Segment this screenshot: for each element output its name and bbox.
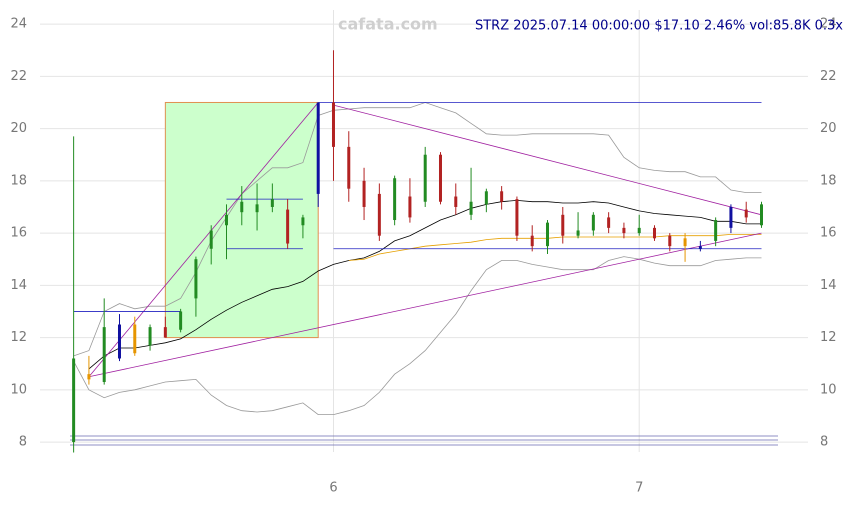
candle-body — [240, 201, 244, 213]
candle-body — [576, 230, 580, 236]
y-tick-label: 24 — [10, 17, 27, 32]
candle-body — [454, 196, 458, 207]
y-tick-label-right: 8 — [820, 435, 828, 450]
trend-line — [333, 104, 762, 216]
candle-body — [759, 204, 763, 226]
candle-body — [255, 204, 259, 213]
y-tick-label-right: 16 — [820, 226, 837, 241]
x-tick-label: 7 — [635, 481, 643, 496]
y-tick-label: 20 — [10, 121, 27, 136]
candle-body — [393, 178, 397, 221]
indicator-line — [88, 199, 762, 370]
candle-body — [622, 227, 626, 234]
candle-body — [515, 199, 519, 236]
indicator-line — [73, 256, 762, 415]
chart-title: STRZ 2025.07.14 00:00:00 $17.10 2.46% vo… — [475, 19, 843, 34]
y-tick-label-right: 20 — [820, 121, 837, 136]
candle-body — [316, 102, 320, 194]
candle-body — [698, 246, 702, 249]
y-tick-label: 8 — [19, 435, 27, 450]
y-tick-label: 22 — [10, 69, 27, 84]
candle-body — [148, 327, 152, 346]
candle-body — [545, 222, 549, 247]
candle-body — [591, 214, 595, 231]
x-tick-label: 6 — [329, 481, 337, 496]
candle-body — [637, 227, 641, 234]
indicator-line — [348, 234, 762, 261]
candle-body — [561, 214, 565, 236]
candle-body — [362, 180, 366, 207]
candle-body — [301, 217, 305, 226]
candle-body — [270, 199, 274, 207]
candle-body — [423, 154, 427, 202]
candle-body — [72, 358, 76, 443]
candle-body — [224, 214, 228, 226]
y-tick-label-right: 18 — [820, 173, 837, 188]
y-tick-label-right: 14 — [820, 278, 837, 293]
y-tick-label-right: 24 — [820, 17, 837, 32]
candle-body — [179, 311, 183, 330]
trend-line — [88, 102, 319, 378]
trend-line — [88, 232, 762, 378]
y-tick-label: 10 — [10, 382, 27, 397]
candle-body — [652, 227, 656, 239]
candle-body — [209, 230, 213, 249]
candle-body — [117, 324, 121, 359]
y-tick-label-right: 22 — [820, 69, 837, 84]
candle-body — [668, 235, 672, 247]
candle-body — [377, 193, 381, 236]
y-tick-label-right: 10 — [820, 382, 837, 397]
y-tick-label: 12 — [10, 330, 27, 345]
y-tick-label: 14 — [10, 278, 27, 293]
candle-body — [438, 154, 442, 202]
candle-body — [163, 327, 167, 338]
candle-body — [607, 217, 611, 228]
candle-body — [500, 191, 504, 202]
candle-body — [331, 102, 335, 147]
candle-body — [133, 324, 137, 354]
candle-body — [744, 209, 748, 218]
indicator-line — [73, 102, 762, 357]
candle-body — [194, 259, 198, 299]
y-tick-label: 18 — [10, 173, 27, 188]
y-tick-label: 16 — [10, 226, 27, 241]
candle-body — [408, 196, 412, 218]
candle-body — [683, 238, 687, 247]
candle-body — [286, 209, 290, 244]
candle-body — [347, 146, 351, 189]
candle-body — [530, 235, 534, 247]
candle-body — [469, 201, 473, 215]
candle-body — [729, 206, 733, 228]
candle-body — [484, 191, 488, 205]
y-tick-label-right: 12 — [820, 330, 837, 345]
candle-body — [87, 374, 91, 380]
candle-body — [102, 327, 106, 382]
candle-body — [714, 220, 718, 241]
watermark: cafata.com — [338, 15, 438, 34]
